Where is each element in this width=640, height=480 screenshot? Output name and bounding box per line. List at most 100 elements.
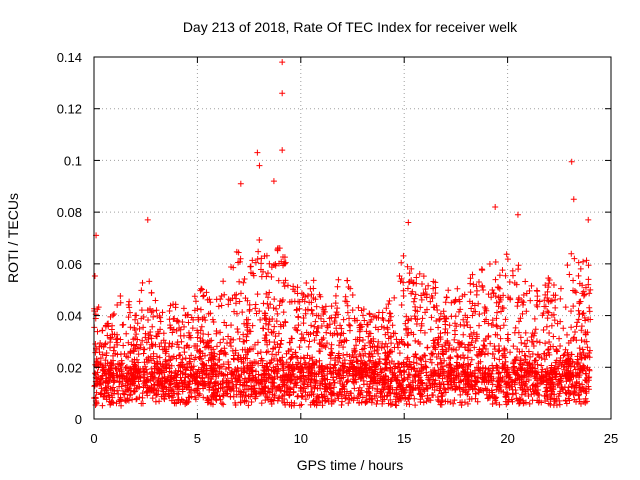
data-point — [199, 315, 206, 322]
data-point — [317, 341, 324, 348]
data-point — [442, 386, 449, 393]
data-point — [183, 384, 190, 391]
data-point — [564, 262, 571, 269]
data-point — [401, 387, 408, 394]
data-point — [163, 377, 170, 384]
data-point — [154, 379, 161, 386]
data-point — [210, 393, 217, 400]
data-point — [440, 389, 447, 396]
data-point — [521, 371, 528, 378]
data-point — [396, 390, 403, 397]
data-point — [279, 298, 286, 305]
data-point — [333, 325, 340, 332]
data-point — [344, 309, 351, 316]
data-point — [565, 395, 572, 402]
data-point — [292, 376, 299, 383]
data-point — [275, 349, 282, 356]
data-point — [586, 366, 593, 373]
data-point — [312, 382, 319, 389]
data-point — [286, 298, 293, 305]
y-tick-label: 0.14 — [57, 50, 82, 65]
data-point — [488, 294, 495, 301]
data-point — [451, 366, 458, 373]
data-point — [218, 302, 225, 309]
data-point — [443, 315, 450, 322]
data-point — [294, 327, 301, 334]
data-point — [192, 354, 199, 361]
data-point — [385, 354, 392, 361]
data-point — [381, 324, 388, 331]
data-point — [136, 325, 143, 332]
data-point — [480, 287, 487, 294]
data-point — [340, 316, 347, 323]
data-point — [523, 343, 530, 350]
data-point — [214, 388, 221, 395]
data-point — [344, 372, 351, 379]
data-point — [134, 320, 141, 327]
data-point — [329, 350, 336, 357]
data-point — [417, 304, 424, 311]
data-point — [557, 354, 564, 361]
data-point — [543, 384, 550, 391]
data-point — [199, 374, 206, 381]
data-point — [471, 385, 478, 392]
data-point — [114, 335, 121, 342]
axis-ticks — [93, 56, 612, 420]
data-point — [451, 320, 458, 327]
y-tick-label: 0.02 — [57, 360, 82, 375]
data-point — [279, 147, 286, 154]
data-point — [127, 391, 134, 398]
data-point — [124, 395, 131, 402]
data-point — [270, 368, 277, 375]
data-point — [192, 394, 199, 401]
data-point — [423, 384, 430, 391]
data-point — [327, 382, 334, 389]
data-point — [454, 285, 461, 292]
data-point — [109, 394, 116, 401]
data-point — [276, 302, 283, 309]
data-point — [118, 357, 125, 364]
data-point — [523, 308, 530, 315]
data-point — [514, 346, 521, 353]
data-point — [106, 362, 113, 369]
data-point — [540, 378, 547, 385]
data-point — [446, 322, 453, 329]
data-point — [372, 324, 379, 331]
data-point — [179, 356, 186, 363]
data-point — [352, 348, 359, 355]
data-point — [357, 360, 364, 367]
data-point — [568, 250, 575, 257]
data-point — [270, 305, 277, 312]
data-point — [269, 315, 276, 322]
data-point — [392, 363, 399, 370]
data-point — [468, 339, 475, 346]
data-point — [200, 394, 207, 401]
data-point — [252, 378, 259, 385]
data-point — [527, 297, 534, 304]
data-point — [453, 359, 460, 366]
data-point — [575, 359, 582, 366]
data-point — [118, 402, 125, 409]
data-point — [220, 278, 227, 285]
data-point — [542, 291, 549, 298]
data-point — [231, 292, 238, 299]
data-point — [242, 346, 249, 353]
data-point — [586, 290, 593, 297]
data-point — [374, 377, 381, 384]
data-point — [185, 381, 192, 388]
data-point — [574, 319, 581, 326]
data-point — [364, 321, 371, 328]
data-point — [552, 304, 559, 311]
data-point — [545, 376, 552, 383]
data-point — [534, 303, 541, 310]
data-point — [99, 327, 106, 334]
data-point — [281, 254, 288, 261]
data-point — [534, 361, 541, 368]
data-point — [404, 285, 411, 292]
data-point — [410, 298, 417, 305]
data-point — [103, 396, 110, 403]
data-point — [220, 392, 227, 399]
data-point — [432, 284, 439, 291]
data-point — [357, 389, 364, 396]
